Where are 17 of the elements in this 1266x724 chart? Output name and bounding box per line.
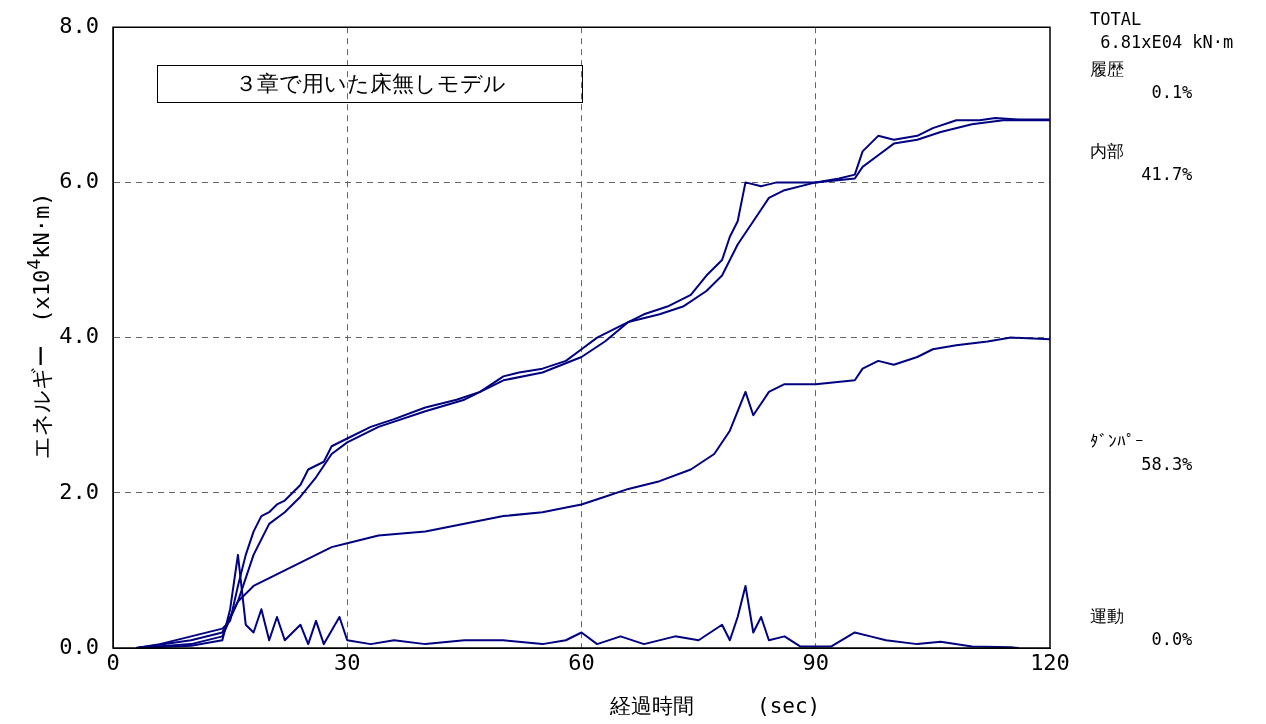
x-tick-label: 0 bbox=[106, 649, 120, 675]
y-tick-label: 8.0 bbox=[59, 12, 99, 38]
text: TOTAL 6.81xE04 kN·m bbox=[1090, 8, 1234, 54]
x-tick-label: 120 bbox=[1030, 649, 1070, 675]
x-tick-label: 60 bbox=[568, 649, 595, 675]
x-axis-title: 経過時間 (sec) bbox=[610, 693, 821, 720]
x-tick-label: 90 bbox=[802, 649, 829, 675]
text: ﾀﾞﾝﾊﾟｰ 58.3% bbox=[1090, 430, 1193, 476]
note-box: ３章で用いた床無しモデル bbox=[157, 65, 583, 103]
text: 運動 0.0% bbox=[1090, 606, 1193, 649]
y-tick-label: 4.0 bbox=[59, 323, 99, 349]
x-tick-label: 30 bbox=[334, 649, 361, 675]
text: 内部 41.7% bbox=[1090, 140, 1193, 186]
text: 履歴 0.1% bbox=[1090, 59, 1193, 102]
y-tick-label: 0.0 bbox=[59, 633, 99, 659]
y-tick-label: 2.0 bbox=[59, 478, 99, 504]
y-tick-label: 6.0 bbox=[59, 168, 99, 194]
